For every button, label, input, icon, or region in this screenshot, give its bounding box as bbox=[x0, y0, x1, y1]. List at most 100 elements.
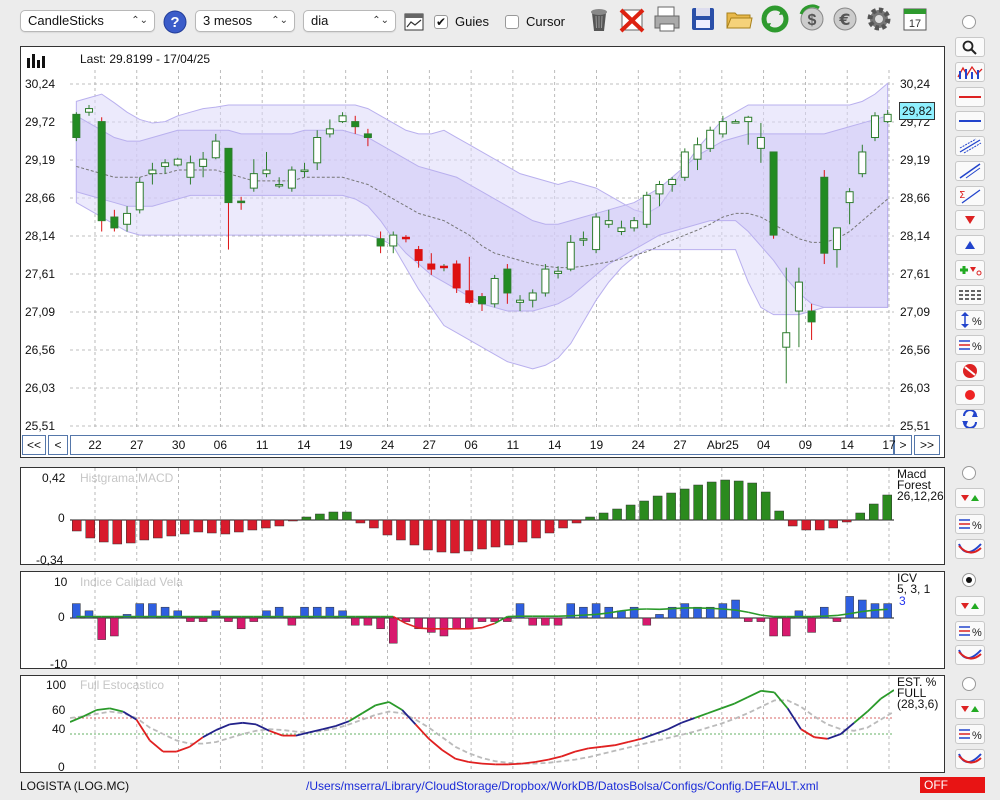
svg-text:€: € bbox=[838, 10, 850, 29]
panel-radio-top[interactable] bbox=[962, 15, 976, 29]
icv-signal-line bbox=[874, 608, 888, 611]
gear-icon[interactable] bbox=[864, 4, 894, 34]
stoch-arrows-button[interactable] bbox=[955, 699, 985, 719]
time-axis-label: 27 bbox=[130, 438, 144, 452]
stoch-panel-radio[interactable] bbox=[962, 677, 976, 691]
indicator-overlay-button[interactable] bbox=[955, 62, 985, 82]
window-chart-icon[interactable] bbox=[404, 12, 424, 32]
stoch-k-line bbox=[747, 689, 762, 699]
range-percent-icon: % bbox=[961, 312, 982, 328]
time-axis-label: 11 bbox=[506, 438, 520, 452]
time-axis-label: 11 bbox=[255, 438, 269, 452]
stoch-k-line bbox=[82, 709, 97, 718]
icv-bar bbox=[198, 617, 208, 622]
trash-icon[interactable] bbox=[584, 4, 614, 34]
price-chart[interactable] bbox=[70, 70, 894, 430]
icv-chart[interactable] bbox=[70, 572, 894, 668]
record-button[interactable] bbox=[955, 385, 985, 405]
icv-signal-line bbox=[722, 608, 736, 611]
prev-button[interactable]: < bbox=[48, 435, 68, 455]
stoch-lines-percent-button[interactable]: % bbox=[955, 724, 985, 744]
horizontal-blue-line-button[interactable] bbox=[955, 111, 985, 131]
refresh-icon[interactable] bbox=[760, 4, 790, 34]
cursor-checkbox[interactable] bbox=[505, 15, 519, 29]
off-status-badge[interactable]: OFF bbox=[920, 777, 985, 793]
range-percent-button[interactable]: % bbox=[955, 310, 985, 330]
horizontal-red-line-button[interactable] bbox=[955, 87, 985, 107]
candle-body bbox=[655, 184, 664, 195]
icv-curves-button[interactable] bbox=[955, 645, 985, 665]
stoch-chart[interactable] bbox=[70, 676, 894, 772]
icv-panel-radio[interactable] bbox=[962, 573, 976, 587]
open-folder-icon[interactable] bbox=[724, 4, 754, 34]
price-y-label: 30,24 bbox=[25, 77, 56, 91]
guides-checkbox[interactable]: ✔ bbox=[434, 15, 448, 29]
no-entry-icon bbox=[963, 364, 977, 378]
trendline-button[interactable] bbox=[955, 161, 985, 181]
price-y-label: 26,56 bbox=[25, 343, 56, 357]
candle-body bbox=[186, 162, 195, 178]
candle-body bbox=[478, 296, 486, 305]
sigma-trend-button[interactable]: Σ bbox=[955, 186, 985, 206]
add-indicator-button[interactable] bbox=[955, 260, 985, 280]
price-y-label-right: 26,56 bbox=[900, 343, 931, 357]
macd-bar bbox=[288, 519, 298, 522]
icv-lines-percent-button[interactable]: % bbox=[955, 621, 985, 641]
print-icon[interactable] bbox=[652, 4, 682, 34]
macd-chart[interactable] bbox=[70, 468, 894, 564]
help-icon[interactable]: ? bbox=[162, 9, 188, 35]
price-y-label-right: 27,61 bbox=[900, 267, 931, 281]
zoom-button[interactable] bbox=[955, 37, 985, 57]
lines-percent-button[interactable]: % bbox=[955, 335, 985, 355]
stoch-k-line bbox=[574, 747, 589, 753]
current-price-badge: 29,82 bbox=[899, 102, 935, 120]
price-y-label: 25,51 bbox=[25, 419, 56, 433]
icv-bar bbox=[794, 610, 804, 619]
candle-body bbox=[465, 290, 474, 303]
macd-bar bbox=[787, 519, 798, 527]
stop-button[interactable] bbox=[955, 361, 985, 381]
save-icon[interactable] bbox=[688, 4, 718, 34]
crossing-curves-icon bbox=[958, 543, 982, 554]
first-button[interactable]: << bbox=[22, 435, 46, 455]
stoch-k-line bbox=[641, 733, 656, 740]
stoch-curves-button[interactable] bbox=[955, 749, 985, 769]
currency-euro-icon[interactable]: € bbox=[830, 4, 860, 34]
time-axis-label: 09 bbox=[798, 438, 813, 452]
last-button[interactable]: >> bbox=[914, 435, 940, 455]
macd-arrows-button[interactable] bbox=[955, 488, 985, 508]
candle-body bbox=[211, 140, 220, 159]
macd-lines-percent-button[interactable]: % bbox=[955, 514, 985, 534]
candle-body bbox=[668, 178, 677, 186]
icv-bar bbox=[262, 610, 271, 619]
icv-arrows-button[interactable] bbox=[955, 596, 985, 616]
multi-line-button[interactable] bbox=[955, 285, 985, 305]
macd-curves-button[interactable] bbox=[955, 539, 985, 559]
config-path-link[interactable]: /Users/mserra/Library/CloudStorage/Dropb… bbox=[306, 779, 819, 793]
icv-bar bbox=[579, 606, 588, 619]
macd-panel-radio[interactable] bbox=[962, 466, 976, 480]
calendar-icon[interactable]: 17 bbox=[900, 4, 930, 34]
delete-chart-icon[interactable] bbox=[618, 4, 648, 34]
svg-text:%: % bbox=[972, 627, 982, 639]
stoch-k-line bbox=[455, 757, 469, 763]
icv-bar bbox=[858, 599, 867, 619]
macd-bar bbox=[315, 513, 325, 521]
svg-text:%: % bbox=[972, 520, 982, 532]
swap-button[interactable] bbox=[955, 409, 985, 429]
next-button[interactable]: > bbox=[894, 435, 912, 455]
period-select[interactable]: 3 mesos ⌃⌄ bbox=[195, 10, 295, 32]
interval-select[interactable]: dia ⌃⌄ bbox=[303, 10, 396, 32]
stoch-k-line bbox=[441, 749, 456, 760]
currency-dollar-icon[interactable]: $ bbox=[797, 4, 827, 34]
channel-button[interactable] bbox=[955, 136, 985, 156]
arrow-up-button[interactable] bbox=[955, 235, 985, 255]
icv-bar bbox=[845, 596, 854, 619]
arrow-down-button[interactable] bbox=[955, 210, 985, 230]
candle-body bbox=[832, 227, 841, 251]
stoch-k-line bbox=[853, 710, 868, 724]
macd-bar bbox=[706, 481, 717, 521]
time-axis[interactable] bbox=[70, 435, 894, 455]
chart-type-select[interactable]: CandleSticks ⌃⌄ bbox=[20, 10, 155, 32]
macd-bar bbox=[355, 519, 366, 524]
